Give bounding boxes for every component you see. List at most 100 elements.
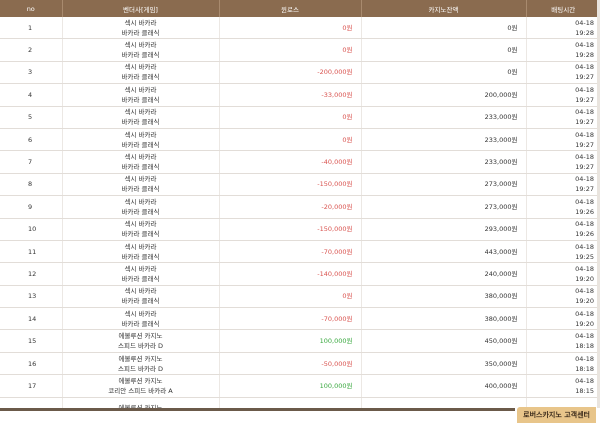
row-clock: 19:26 [575,207,594,216]
row-time: 04-18 18:18 [526,329,600,353]
scrollbar[interactable] [597,0,600,408]
row-vendor-name: 섹시 바카라 [124,130,157,139]
row-no: 12 [0,262,63,286]
row-clock: 19:20 [575,297,594,306]
row-time: 04-18 19:26 [526,195,600,219]
row-game-name: 바카라 클래식 [121,140,160,149]
row-time: 04-18 19:27 [526,83,600,107]
header-winloss: 윈로스 [219,0,362,17]
row-date: 04-18 [575,18,594,27]
row-game-name: 바카라 클래식 [121,319,160,328]
row-clock: 19:27 [575,163,594,172]
header-time: 배팅시간 [526,0,600,17]
table-row: 9 섹시 바카라 바카라 클래식 -20,000원 273,000원 04-18 19:26 [0,195,600,219]
row-date: 04-18 [575,197,594,206]
row-date: 04-18 [575,41,594,50]
row-no: 13 [0,285,63,309]
header-vendor: 벤더사[게임] [62,0,220,17]
row-winloss: -150,000원 [219,218,362,241]
row-game-name: 바카라 클래식 [121,274,160,283]
table-row: 6 섹시 바카라 바카라 클래식 0원 233,000원 04-18 19:27 [0,128,600,152]
row-vendor-name: 섹시 바카라 [124,41,157,50]
table-row: 13 섹시 바카라 바카라 클래식 0원 380,000원 04-18 19:20 [0,285,600,309]
row-time: 04-18 19:28 [526,17,600,40]
row-no: 16 [0,352,63,376]
row-time: 04-18 18:15 [526,374,600,398]
row-balance: 293,000원 [361,218,527,241]
row-vendor-name: 섹시 바카라 [124,220,157,229]
row-winloss: -70,000원 [219,240,362,264]
row-winloss: -40,000원 [219,150,362,174]
row-clock: 19:28 [575,51,594,60]
row-vendor: 섹시 바카라 바카라 클래식 [62,262,220,286]
row-game-name: 바카라 클래식 [121,252,160,261]
header-no: no [0,0,63,17]
row-time: 04-18 19:27 [526,173,600,197]
row-vendor: 섹시 바카라 바카라 클래식 [62,173,220,197]
table-row: 3 섹시 바카라 바카라 클래식 -200,000원 0원 04-18 19:27 [0,61,600,85]
row-game-name: 바카라 클래식 [121,207,160,216]
row-time: 04-18 19:28 [526,38,600,62]
row-game-name: 스피드 바카라 D [117,364,164,373]
row-winloss: 100,000원 [219,329,362,353]
table-row: 11 섹시 바카라 바카라 클래식 -70,000원 443,000원 04-18 19:2… [0,240,600,264]
row-vendor-name: 섹시 바카라 [124,197,157,206]
row-date: 04-18 [575,309,594,318]
row-clock: 18:15 [575,386,594,395]
row-winloss: 0원 [219,17,362,40]
row-game-name: 코리안 스피드 바카라 A [108,386,173,395]
row-no: 6 [0,128,63,152]
row-balance: 0원 [361,17,527,40]
row-game-name: 스피드 바카라 D [117,342,164,351]
row-no: 17 [0,374,63,398]
row-time: 04-18 19:20 [526,307,600,331]
table-row: 2 섹시 바카라 바카라 클래식 0원 0원 04-18 19:28 [0,38,600,62]
row-winloss: -150,000원 [219,173,362,197]
row-game-name: 바카라 클래식 [121,185,160,194]
row-vendor: 에볼루션 카지노 스피드 바카라 D [62,329,220,353]
row-vendor-name: 섹시 바카라 [124,264,157,273]
row-clock: 19:26 [575,230,594,239]
row-vendor-name: 섹시 바카라 [124,63,157,72]
row-vendor: 에볼루션 카지노 [62,397,220,408]
row-date: 04-18 [575,376,594,385]
row-no: 3 [0,61,63,85]
row-balance [361,397,527,408]
row-balance: 240,000원 [361,262,527,286]
row-winloss: -20,000원 [219,195,362,219]
row-date: 04-18 [575,130,594,139]
row-vendor: 섹시 바카라 바카라 클래식 [62,38,220,62]
row-balance: 233,000원 [361,150,527,174]
row-time: 04-18 18:18 [526,352,600,376]
row-balance: 400,000원 [361,374,527,398]
row-balance: 200,000원 [361,83,527,107]
row-balance: 273,000원 [361,173,527,197]
row-balance: 450,000원 [361,329,527,353]
row-balance: 350,000원 [361,352,527,376]
row-date: 04-18 [575,242,594,251]
row-time: 04-18 19:27 [526,128,600,152]
table-row: 8 섹시 바카라 바카라 클래식 -150,000원 273,000원 04-18 19:2… [0,173,600,197]
row-vendor: 섹시 바카라 바카라 클래식 [62,83,220,107]
row-vendor: 섹시 바카라 바카라 클래식 [62,128,220,152]
row-time: 04-18 19:25 [526,240,600,264]
row-no: 7 [0,150,63,174]
row-vendor-name: 섹시 바카라 [124,309,157,318]
row-game-name: 바카라 클래식 [121,118,160,127]
row-vendor: 에볼루션 카지노 코리안 스피드 바카라 A [62,374,220,398]
table-body: 1 섹시 바카라 바카라 클래식 0원 0원 04-18 19:28 2 섹시 바카라 바카라 클… [0,17,600,408]
row-no: 4 [0,83,63,107]
row-no: 5 [0,106,63,129]
row-winloss [219,397,362,408]
customer-center-button[interactable]: 로버스카지노 고객센터 [517,407,596,423]
table-row: 17 에볼루션 카지노 코리안 스피드 바카라 A 100,000원 400,000원 0… [0,374,600,398]
row-clock: 19:20 [575,274,594,283]
row-time: 04-18 19:27 [526,106,600,129]
row-vendor: 섹시 바카라 바카라 클래식 [62,195,220,219]
table-row: 14 섹시 바카라 바카라 클래식 -70,000원 380,000원 04-18 19:2… [0,307,600,331]
row-no: 8 [0,173,63,197]
row-clock: 19:27 [575,118,594,127]
table-row: 16 에볼루션 카지노 스피드 바카라 D -50,000원 350,000원 04-18… [0,352,600,376]
row-time: 04-18 19:20 [526,285,600,309]
table-row: 1 섹시 바카라 바카라 클래식 0원 0원 04-18 19:28 [0,17,600,40]
